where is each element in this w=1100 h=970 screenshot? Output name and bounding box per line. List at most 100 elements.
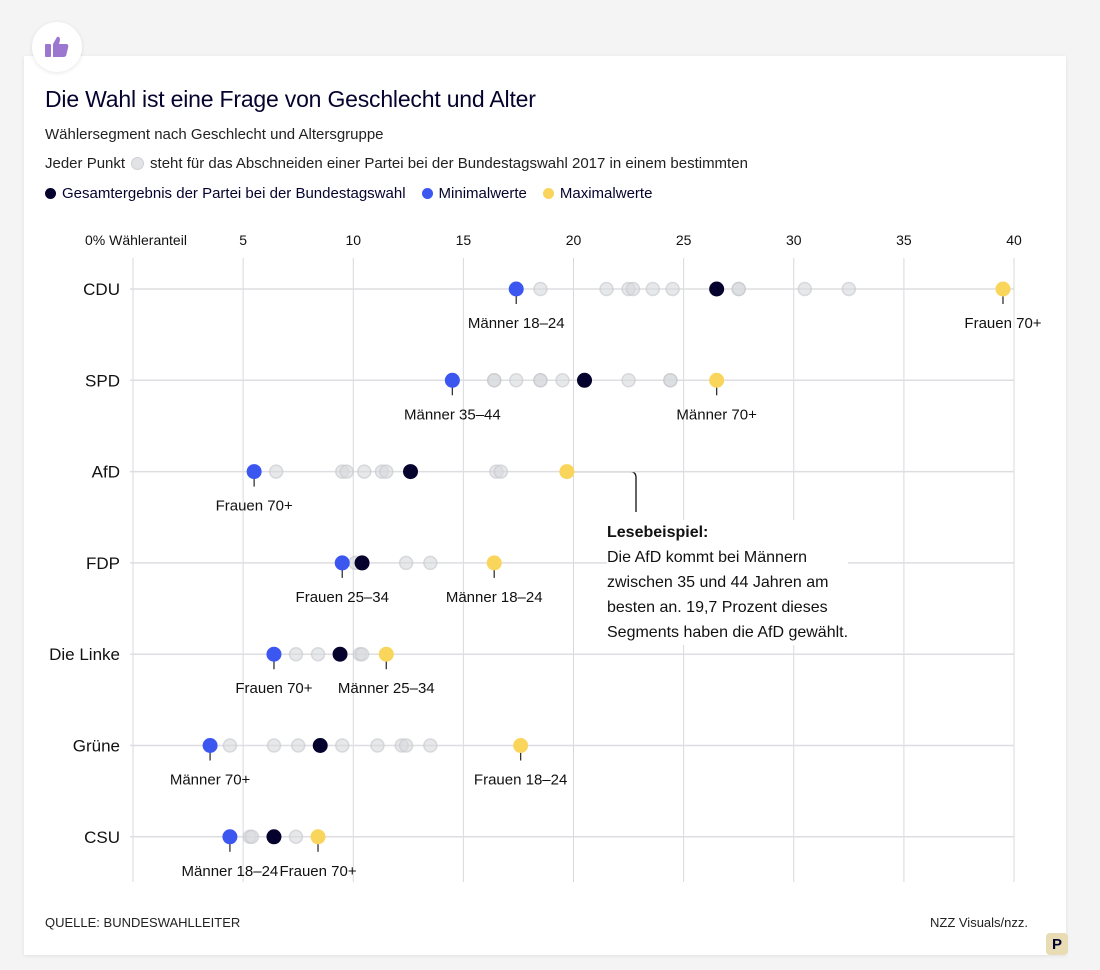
chart-subtitle: Wählersegment nach Geschlecht und Alters… (45, 126, 384, 143)
x-tick-label: 25 (676, 232, 692, 248)
total-dot (266, 829, 282, 845)
segment-dot (354, 646, 370, 662)
segment-dot (310, 646, 326, 662)
segment-dot (599, 281, 614, 297)
segment-dot (731, 281, 746, 297)
segment-dot (357, 464, 372, 479)
segment-dot (290, 738, 306, 753)
max-label: Frauen 18–24 (474, 772, 567, 789)
p-badge[interactable]: P (1046, 933, 1068, 955)
credit: NZZ Visuals/nzz. (929, 915, 1028, 930)
reaction-badge[interactable] (32, 22, 82, 72)
party-label: Die Linke (49, 645, 120, 664)
max-dot (310, 829, 326, 845)
annotation-title: Lesebeispiel: (607, 524, 709, 541)
max-dot (486, 555, 502, 571)
segment-dot (288, 829, 304, 845)
min-dot (222, 829, 238, 845)
min-label: Männer 18–24 (182, 863, 279, 880)
min-dot (246, 464, 262, 480)
total-dot (577, 372, 593, 388)
segment-dot (486, 373, 502, 388)
max-dot (995, 281, 1011, 297)
min-label: Frauen 70+ (235, 680, 312, 697)
min-label: Männer 70+ (170, 772, 251, 789)
annotation-line: Segments haben die AfD gewählt. (607, 624, 849, 641)
x-tick-label: 40 (1006, 232, 1022, 248)
annotation-line: besten an. 19,7 Prozent dieses (607, 599, 828, 616)
max-label: Männer 25–34 (338, 680, 435, 697)
source: QUELLE: BUNDESWAHLLEITER (45, 915, 241, 930)
segment-dot (797, 281, 813, 297)
x-tick-label: 20 (566, 232, 582, 248)
min-label: Frauen 70+ (216, 498, 293, 515)
min-label: Männer 35–44 (404, 406, 501, 423)
party-label: Grüne (73, 737, 120, 756)
segment-dot (398, 738, 414, 753)
max-dot (378, 646, 394, 662)
max-label: Frauen 70+ (964, 315, 1041, 332)
chart-title: Die Wahl ist eine Frage von Geschlecht u… (45, 86, 536, 112)
total-dot (403, 464, 419, 480)
segment-dot (645, 281, 661, 297)
segment-dot (266, 738, 282, 753)
min-dot (334, 555, 350, 571)
min-dot (508, 281, 524, 297)
x-tick-label: 35 (896, 232, 912, 248)
legend-point-post: steht für das Abschneiden einer Partei b… (150, 155, 748, 172)
total-dot (312, 738, 328, 753)
min-label: Männer 18–24 (468, 315, 565, 332)
total-dot (332, 646, 348, 662)
segment-dot (398, 555, 414, 571)
max-label: Frauen 70+ (279, 863, 356, 880)
party-label: FDP (86, 554, 120, 573)
legend-max-dot (542, 188, 554, 199)
min-dot (444, 372, 460, 388)
annotation-line: Die AfD kommt bei Männern (607, 549, 808, 566)
segment-dot (379, 464, 394, 479)
min-dot (266, 646, 282, 662)
legend-point-dot (131, 157, 145, 170)
party-label: AfD (92, 463, 120, 482)
segment-dot (665, 281, 680, 297)
max-label: Männer 18–24 (446, 589, 543, 606)
total-dot (709, 281, 725, 297)
segment-dot (625, 281, 641, 297)
segment-dot (533, 373, 548, 388)
legend: Gesamtergebnis der Partei bei der Bundes… (45, 185, 652, 202)
segment-dot (555, 373, 570, 388)
segment-dot (222, 738, 238, 753)
segment-dot (268, 464, 284, 479)
x-tick-label: 15 (456, 232, 472, 248)
segment-dot (663, 373, 678, 388)
segment-dot (508, 373, 524, 388)
segment-dot (370, 738, 385, 753)
x-tick-label: 30 (786, 232, 802, 248)
segment-dot (339, 464, 354, 479)
x-tick-label: 5 (239, 232, 247, 248)
legend-total: Gesamtergebnis der Partei bei der Bundes… (62, 185, 406, 202)
total-dot (354, 555, 370, 571)
x-tick-label: 10 (345, 232, 361, 248)
legend-min: Minimalwerte (438, 185, 527, 202)
segment-dot (288, 646, 304, 662)
annotation: Lesebeispiel: Die AfD kommt bei Männern … (607, 520, 849, 645)
legend-point-pre: Jeder Punkt (45, 155, 126, 172)
party-label: CDU (83, 280, 120, 299)
segment-dot (423, 555, 438, 571)
max-dot (559, 464, 575, 480)
annotation-connector (566, 470, 637, 512)
segment-dot (334, 738, 350, 753)
segment-dot (244, 829, 260, 845)
min-dot (202, 738, 218, 753)
legend-min-dot (421, 188, 433, 199)
segment-dot (533, 281, 548, 297)
segment-dot (621, 373, 636, 388)
annotation-line: zwischen 35 und 44 Jahren am (607, 574, 829, 591)
max-dot (709, 372, 725, 388)
x-tick-label: 0% Wähleranteil (85, 232, 187, 248)
segment-dot (423, 738, 438, 753)
max-dot (513, 738, 529, 753)
legend-max: Maximalwerte (559, 185, 653, 202)
